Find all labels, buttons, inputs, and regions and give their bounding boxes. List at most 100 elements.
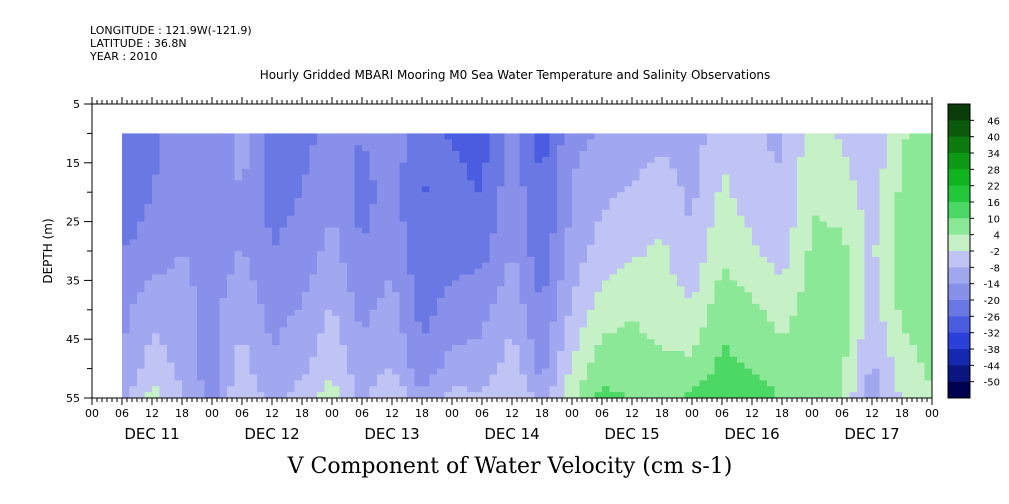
heatmap-cell xyxy=(242,245,250,252)
heatmap-cell xyxy=(362,356,370,364)
heatmap-cell xyxy=(804,327,813,334)
heatmap-cell xyxy=(489,298,498,305)
heatmap-cell xyxy=(212,345,220,352)
heatmap-cell xyxy=(677,186,685,193)
heatmap-cell xyxy=(339,286,348,293)
heatmap-cell xyxy=(512,298,520,305)
heatmap-cell xyxy=(602,251,610,258)
heatmap-cell xyxy=(467,162,475,170)
heatmap-cell xyxy=(414,227,423,234)
heatmap-cell xyxy=(894,245,903,252)
heatmap-cell xyxy=(167,386,175,393)
heatmap-cell xyxy=(542,221,550,228)
heatmap-cell xyxy=(879,251,888,258)
heatmap-cell xyxy=(332,251,340,258)
heatmap-cell xyxy=(572,139,580,146)
heatmap-cell xyxy=(122,256,130,264)
heatmap-cell xyxy=(144,168,153,175)
heatmap-cell xyxy=(639,327,648,334)
heatmap-cell xyxy=(144,139,153,146)
heatmap-cell xyxy=(542,251,550,258)
heatmap-cell xyxy=(212,168,220,175)
heatmap-cell xyxy=(557,133,565,140)
heatmap-cell xyxy=(459,345,468,352)
heatmap-cell xyxy=(242,309,250,317)
heatmap-cell xyxy=(287,339,295,346)
heatmap-cell xyxy=(767,298,775,305)
heatmap-cell xyxy=(122,215,130,222)
heatmap-cell xyxy=(392,186,400,193)
heatmap-cell xyxy=(242,274,250,281)
heatmap-cell xyxy=(744,245,753,252)
heatmap-cell xyxy=(474,203,483,211)
heatmap-cell xyxy=(137,233,145,240)
heatmap-cell xyxy=(189,362,198,369)
heatmap-cell xyxy=(579,256,588,264)
heatmap-cell xyxy=(167,286,175,293)
heatmap-cell xyxy=(542,386,550,393)
heatmap-cell xyxy=(527,303,535,311)
heatmap-cell xyxy=(572,315,580,322)
heatmap-cell xyxy=(159,186,168,193)
heatmap-cell xyxy=(369,239,378,246)
heatmap-cell xyxy=(377,350,385,358)
heatmap-cell xyxy=(369,256,378,264)
heatmap-cell xyxy=(774,362,783,369)
heatmap-cell xyxy=(579,374,588,381)
heatmap-cell xyxy=(287,239,295,246)
heatmap-cell xyxy=(864,251,873,258)
heatmap-cell xyxy=(737,309,745,317)
heatmap-cell xyxy=(842,245,850,252)
heatmap-cell xyxy=(384,315,393,322)
heatmap-cell xyxy=(137,298,145,305)
heatmap-cell xyxy=(482,186,490,193)
heatmap-cell xyxy=(189,356,198,364)
heatmap-cell xyxy=(804,280,813,287)
heatmap-cell xyxy=(302,251,310,258)
heatmap-cell xyxy=(729,227,738,234)
heatmap-cell xyxy=(197,233,205,240)
heatmap-cell xyxy=(759,315,768,322)
heatmap-cell xyxy=(669,339,678,346)
heatmap-cell xyxy=(594,151,603,158)
heatmap-cell xyxy=(167,209,175,217)
heatmap-cell xyxy=(564,151,573,158)
heatmap-cell xyxy=(594,227,603,234)
heatmap-cell xyxy=(564,286,573,293)
heatmap-cell xyxy=(489,145,498,152)
heatmap-cell xyxy=(722,309,730,317)
heatmap-cell xyxy=(744,339,753,346)
heatmap-cell xyxy=(542,362,550,369)
heatmap-cell xyxy=(564,392,573,399)
heatmap-cell xyxy=(272,286,280,293)
heatmap-cell xyxy=(639,321,648,328)
heatmap-cell xyxy=(707,221,715,228)
heatmap-cell xyxy=(234,221,243,228)
heatmap-cell xyxy=(782,298,790,305)
heatmap-cell xyxy=(887,139,895,146)
heatmap-cell xyxy=(527,386,535,393)
heatmap-cell xyxy=(759,145,768,152)
heatmap-cell xyxy=(654,256,663,264)
heatmap-cell xyxy=(159,368,168,375)
heatmap-cell xyxy=(452,286,460,293)
heatmap-cell xyxy=(827,350,835,358)
heatmap-cell xyxy=(347,374,355,381)
heatmap-cell xyxy=(482,162,490,170)
heatmap-cell xyxy=(362,303,370,311)
heatmap-cell xyxy=(459,251,468,258)
heatmap-cell xyxy=(849,174,858,181)
heatmap-cell xyxy=(302,139,310,146)
heatmap-cell xyxy=(752,374,760,381)
heatmap-cell xyxy=(219,292,228,299)
heatmap-cell xyxy=(129,233,138,240)
heatmap-cell xyxy=(294,139,303,146)
heatmap-cell xyxy=(422,368,430,375)
heatmap-cell xyxy=(722,280,730,287)
heatmap-cell xyxy=(257,321,265,328)
heatmap-cell xyxy=(362,145,370,152)
heatmap-cell xyxy=(639,339,648,346)
heatmap-cell xyxy=(692,203,700,211)
heatmap-cell xyxy=(384,156,393,164)
heatmap-cell xyxy=(264,298,273,305)
